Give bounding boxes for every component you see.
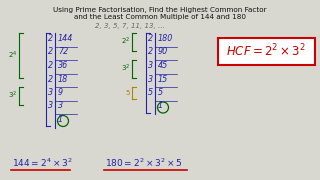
Text: 72: 72 — [58, 48, 68, 57]
Text: 3: 3 — [58, 102, 63, 111]
Text: 3: 3 — [48, 102, 53, 111]
Text: 90: 90 — [158, 48, 168, 57]
Text: 5: 5 — [126, 90, 130, 96]
Text: 2: 2 — [148, 48, 153, 57]
Text: 1: 1 — [58, 115, 63, 124]
Text: $HCF = 2^2 \times 3^2$: $HCF = 2^2 \times 3^2$ — [226, 43, 306, 59]
Text: 144: 144 — [58, 34, 73, 43]
Text: $3^2$: $3^2$ — [8, 90, 17, 101]
Text: 3: 3 — [148, 61, 153, 70]
Text: 5: 5 — [148, 88, 153, 97]
Text: 5: 5 — [158, 88, 163, 97]
Text: 2: 2 — [48, 34, 53, 43]
Text: 2: 2 — [148, 34, 153, 43]
Text: $144 = 2^4 \times 3^2$: $144 = 2^4 \times 3^2$ — [12, 157, 73, 169]
Text: 18: 18 — [58, 75, 68, 84]
Text: 15: 15 — [158, 75, 168, 84]
Text: 1: 1 — [158, 102, 163, 111]
Text: 180: 180 — [158, 34, 173, 43]
Text: $2^2$: $2^2$ — [121, 36, 130, 47]
Text: and the Least Common Multiple of 144 and 180: and the Least Common Multiple of 144 and… — [74, 14, 246, 20]
Text: 2, 3, 5, 7, 11, 13, …: 2, 3, 5, 7, 11, 13, … — [95, 23, 165, 29]
Text: Using Prime Factorisation, Find the Highest Common Factor: Using Prime Factorisation, Find the High… — [53, 7, 267, 13]
FancyBboxPatch shape — [218, 37, 315, 64]
Text: 36: 36 — [58, 61, 68, 70]
Text: 2: 2 — [48, 75, 53, 84]
Text: $2^4$: $2^4$ — [8, 50, 17, 61]
Text: 2: 2 — [48, 48, 53, 57]
Text: 45: 45 — [158, 61, 168, 70]
Text: 3: 3 — [48, 88, 53, 97]
Text: 9: 9 — [58, 88, 63, 97]
Text: $3^2$: $3^2$ — [121, 63, 130, 74]
Text: $180 = 2^2 \times 3^2 \times 5$: $180 = 2^2 \times 3^2 \times 5$ — [105, 157, 182, 169]
Text: 2: 2 — [48, 61, 53, 70]
Text: 3: 3 — [148, 75, 153, 84]
